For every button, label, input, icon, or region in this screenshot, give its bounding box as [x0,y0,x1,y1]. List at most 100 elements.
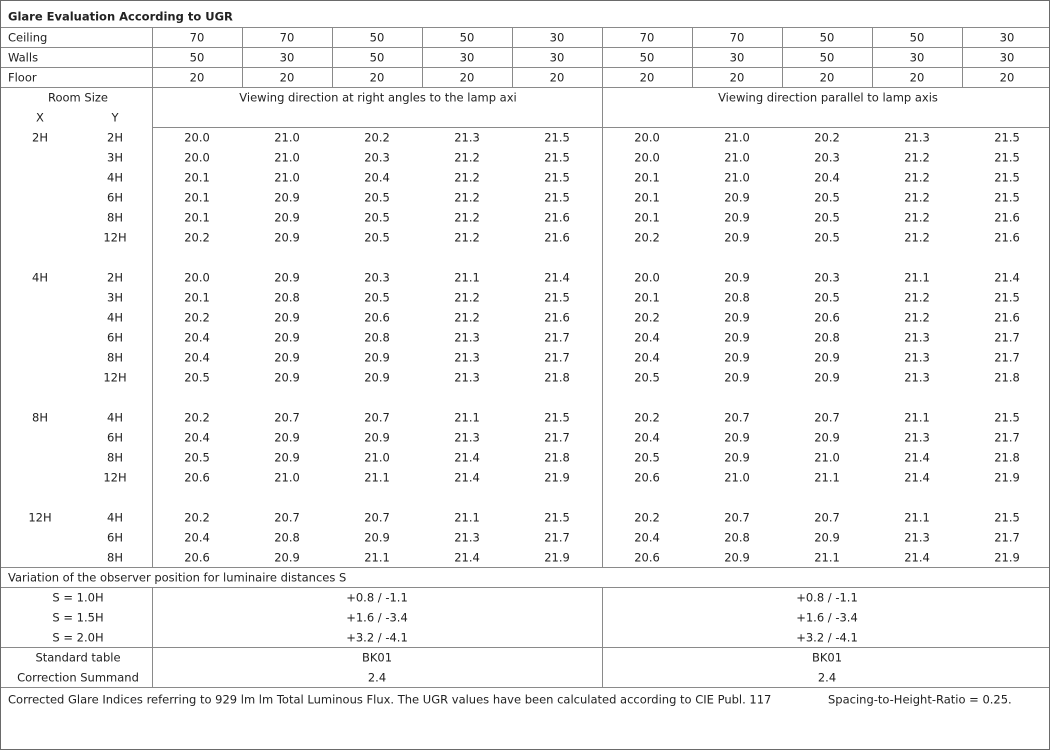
ugr-value: 21.6 [544,231,570,245]
ugr-value: 21.7 [994,331,1020,345]
ugr-value: 20.0 [634,151,660,165]
ugr-value: 21.0 [724,131,750,145]
ugr-value: 20.5 [634,371,660,385]
ugr-value: 20.5 [814,191,840,205]
ugr-value: 20.6 [184,551,210,565]
ugr-value: 20.3 [814,271,840,285]
reflectance-value: 50 [820,51,835,65]
ugr-value: 21.4 [994,271,1020,285]
ugr-value: 20.7 [364,511,390,525]
ugr-value: 20.3 [814,151,840,165]
reflectance-value: 50 [640,51,655,65]
row-label: S = 2.0H [52,631,103,645]
ugr-value: 21.0 [274,151,300,165]
column-header: Room Size [48,91,108,105]
ugr-value: 21.6 [994,211,1020,225]
room-y: 2H [107,131,123,145]
variation-value: +1.6 / -3.4 [796,611,858,625]
ugr-value: 20.9 [274,331,300,345]
ugr-value: 21.5 [544,511,570,525]
variation-value: +3.2 / -4.1 [796,631,858,645]
ugr-value: 21.0 [274,471,300,485]
ugr-value: 20.1 [634,171,660,185]
ugr-value: 21.2 [454,191,480,205]
correction-value: 2.4 [368,671,386,685]
ugr-value: 20.7 [814,511,840,525]
ugr-value: 21.7 [544,351,570,365]
ugr-value: 21.8 [994,451,1020,465]
ugr-value: 21.1 [904,511,930,525]
ugr-value: 21.7 [994,351,1020,365]
ugr-value: 21.4 [904,551,930,565]
column-header: X [36,111,44,125]
reflectance-value: 20 [190,71,205,85]
ugr-value: 20.1 [184,191,210,205]
ugr-value: 21.2 [454,211,480,225]
ugr-value: 21.1 [814,551,840,565]
row-label: Correction Summand [17,671,139,685]
correction-value: 2.4 [818,671,836,685]
ugr-value: 20.2 [184,411,210,425]
row-label: Walls [8,51,38,65]
ugr-value: 20.9 [274,371,300,385]
ugr-value: 20.0 [184,131,210,145]
ugr-value: 21.3 [904,431,930,445]
ugr-value: 21.8 [544,451,570,465]
ugr-value: 21.7 [994,431,1020,445]
ugr-value: 20.7 [274,511,300,525]
ugr-value: 21.1 [364,471,390,485]
ugr-value: 20.7 [724,511,750,525]
reflectance-value: 50 [190,51,205,65]
ugr-value: 20.6 [634,551,660,565]
reflectance-value: 30 [460,51,475,65]
ugr-value: 20.6 [364,311,390,325]
ugr-value: 20.9 [274,451,300,465]
ugr-value: 21.4 [544,271,570,285]
ugr-value: 21.2 [904,311,930,325]
reflectance-value: 50 [910,31,925,45]
ugr-value: 20.0 [184,271,210,285]
standard-table: BK01 [812,651,842,665]
column-header: Viewing direction at right angles to the… [239,91,516,105]
ugr-value: 20.9 [724,331,750,345]
reflectance-value: 30 [730,51,745,65]
ugr-value: 20.9 [274,431,300,445]
ugr-value: 20.8 [724,291,750,305]
ugr-value: 21.3 [454,351,480,365]
ugr-value: 20.3 [364,271,390,285]
ugr-value: 21.0 [274,131,300,145]
room-y: 4H [107,311,123,325]
column-header: Viewing direction parallel to lamp axis [718,91,938,105]
ugr-value: 21.1 [454,411,480,425]
room-y: 3H [107,151,123,165]
ugr-value: 21.1 [454,511,480,525]
ugr-value: 21.1 [364,551,390,565]
ugr-value: 21.3 [904,131,930,145]
ugr-value: 21.0 [274,171,300,185]
ugr-value: 21.2 [904,211,930,225]
ugr-value: 20.4 [634,331,660,345]
ugr-value: 20.4 [634,431,660,445]
ugr-value: 20.5 [184,451,210,465]
room-x: 4H [32,271,48,285]
ugr-value: 20.9 [274,351,300,365]
room-y: 3H [107,291,123,305]
ugr-value: 20.5 [364,191,390,205]
reflectance-value: 30 [1000,31,1015,45]
ugr-value: 21.5 [994,191,1020,205]
ugr-value: 20.2 [634,231,660,245]
ugr-value: 20.0 [184,151,210,165]
variation-value: +0.8 / -1.1 [796,591,858,605]
reflectance-value: 20 [550,71,565,85]
ugr-value: 21.2 [904,231,930,245]
ugr-value: 20.9 [724,551,750,565]
room-y: 8H [107,551,123,565]
ugr-value: 20.9 [724,271,750,285]
reflectance-value: 20 [370,71,385,85]
ugr-value: 21.2 [454,171,480,185]
ugr-value: 21.2 [454,231,480,245]
ugr-value: 20.9 [274,551,300,565]
room-y: 8H [107,351,123,365]
ugr-value: 20.4 [634,531,660,545]
ugr-value: 20.5 [814,291,840,305]
